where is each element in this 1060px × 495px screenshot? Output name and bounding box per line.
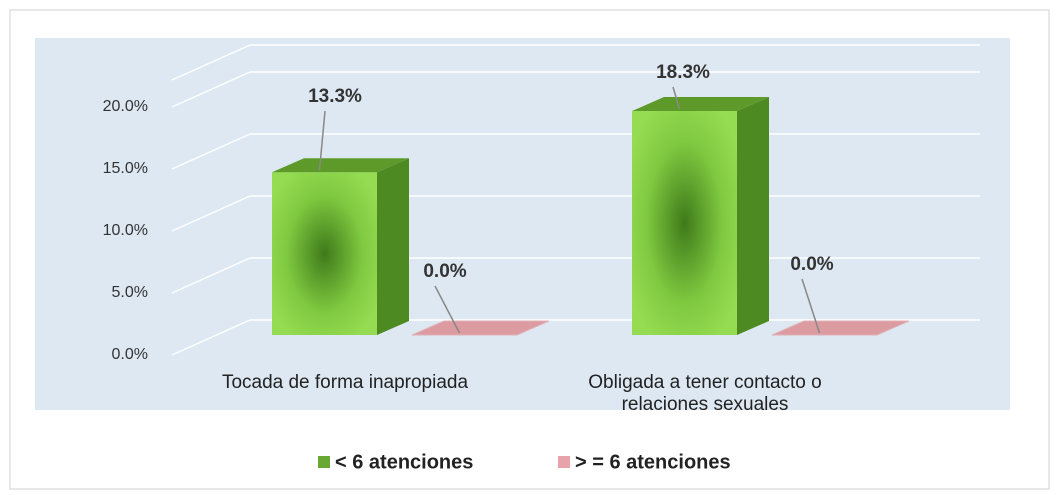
- legend-swatch: [558, 456, 570, 468]
- value-label: 0.0%: [790, 254, 833, 275]
- y-tick-label: 20.0%: [103, 98, 148, 115]
- plot-area: [35, 38, 1010, 410]
- bar: [771, 320, 910, 336]
- bar: [411, 320, 550, 336]
- y-tick-label: 5.0%: [112, 284, 148, 301]
- leader-line: [672, 86, 681, 110]
- legend-swatch: [318, 456, 330, 468]
- leader-line: [434, 285, 461, 334]
- grid-line: [171, 319, 251, 356]
- wall-top: [171, 44, 251, 81]
- bar: [272, 158, 409, 335]
- leader-line: [318, 110, 326, 171]
- value-label: 0.0%: [423, 261, 466, 282]
- legend-label: > = 6 atenciones: [575, 451, 731, 473]
- grid-line: [171, 71, 251, 108]
- x-tick-label: Obligada a tener contacto o relaciones s…: [588, 372, 822, 415]
- x-tick-label: Tocada de forma inapropiada: [221, 372, 469, 393]
- y-tick-label: 0.0%: [112, 346, 148, 363]
- y-tick-label: 10.0%: [103, 222, 148, 239]
- grid-line: [171, 195, 251, 232]
- legend-label: < 6 atenciones: [335, 451, 473, 473]
- y-tick-label: 15.0%: [103, 160, 148, 177]
- grid-line: [171, 257, 251, 294]
- value-label: 18.3%: [656, 62, 710, 83]
- bar: [632, 97, 769, 336]
- value-label: 13.3%: [308, 86, 362, 107]
- leader-line: [801, 278, 821, 334]
- grid-line: [171, 133, 251, 170]
